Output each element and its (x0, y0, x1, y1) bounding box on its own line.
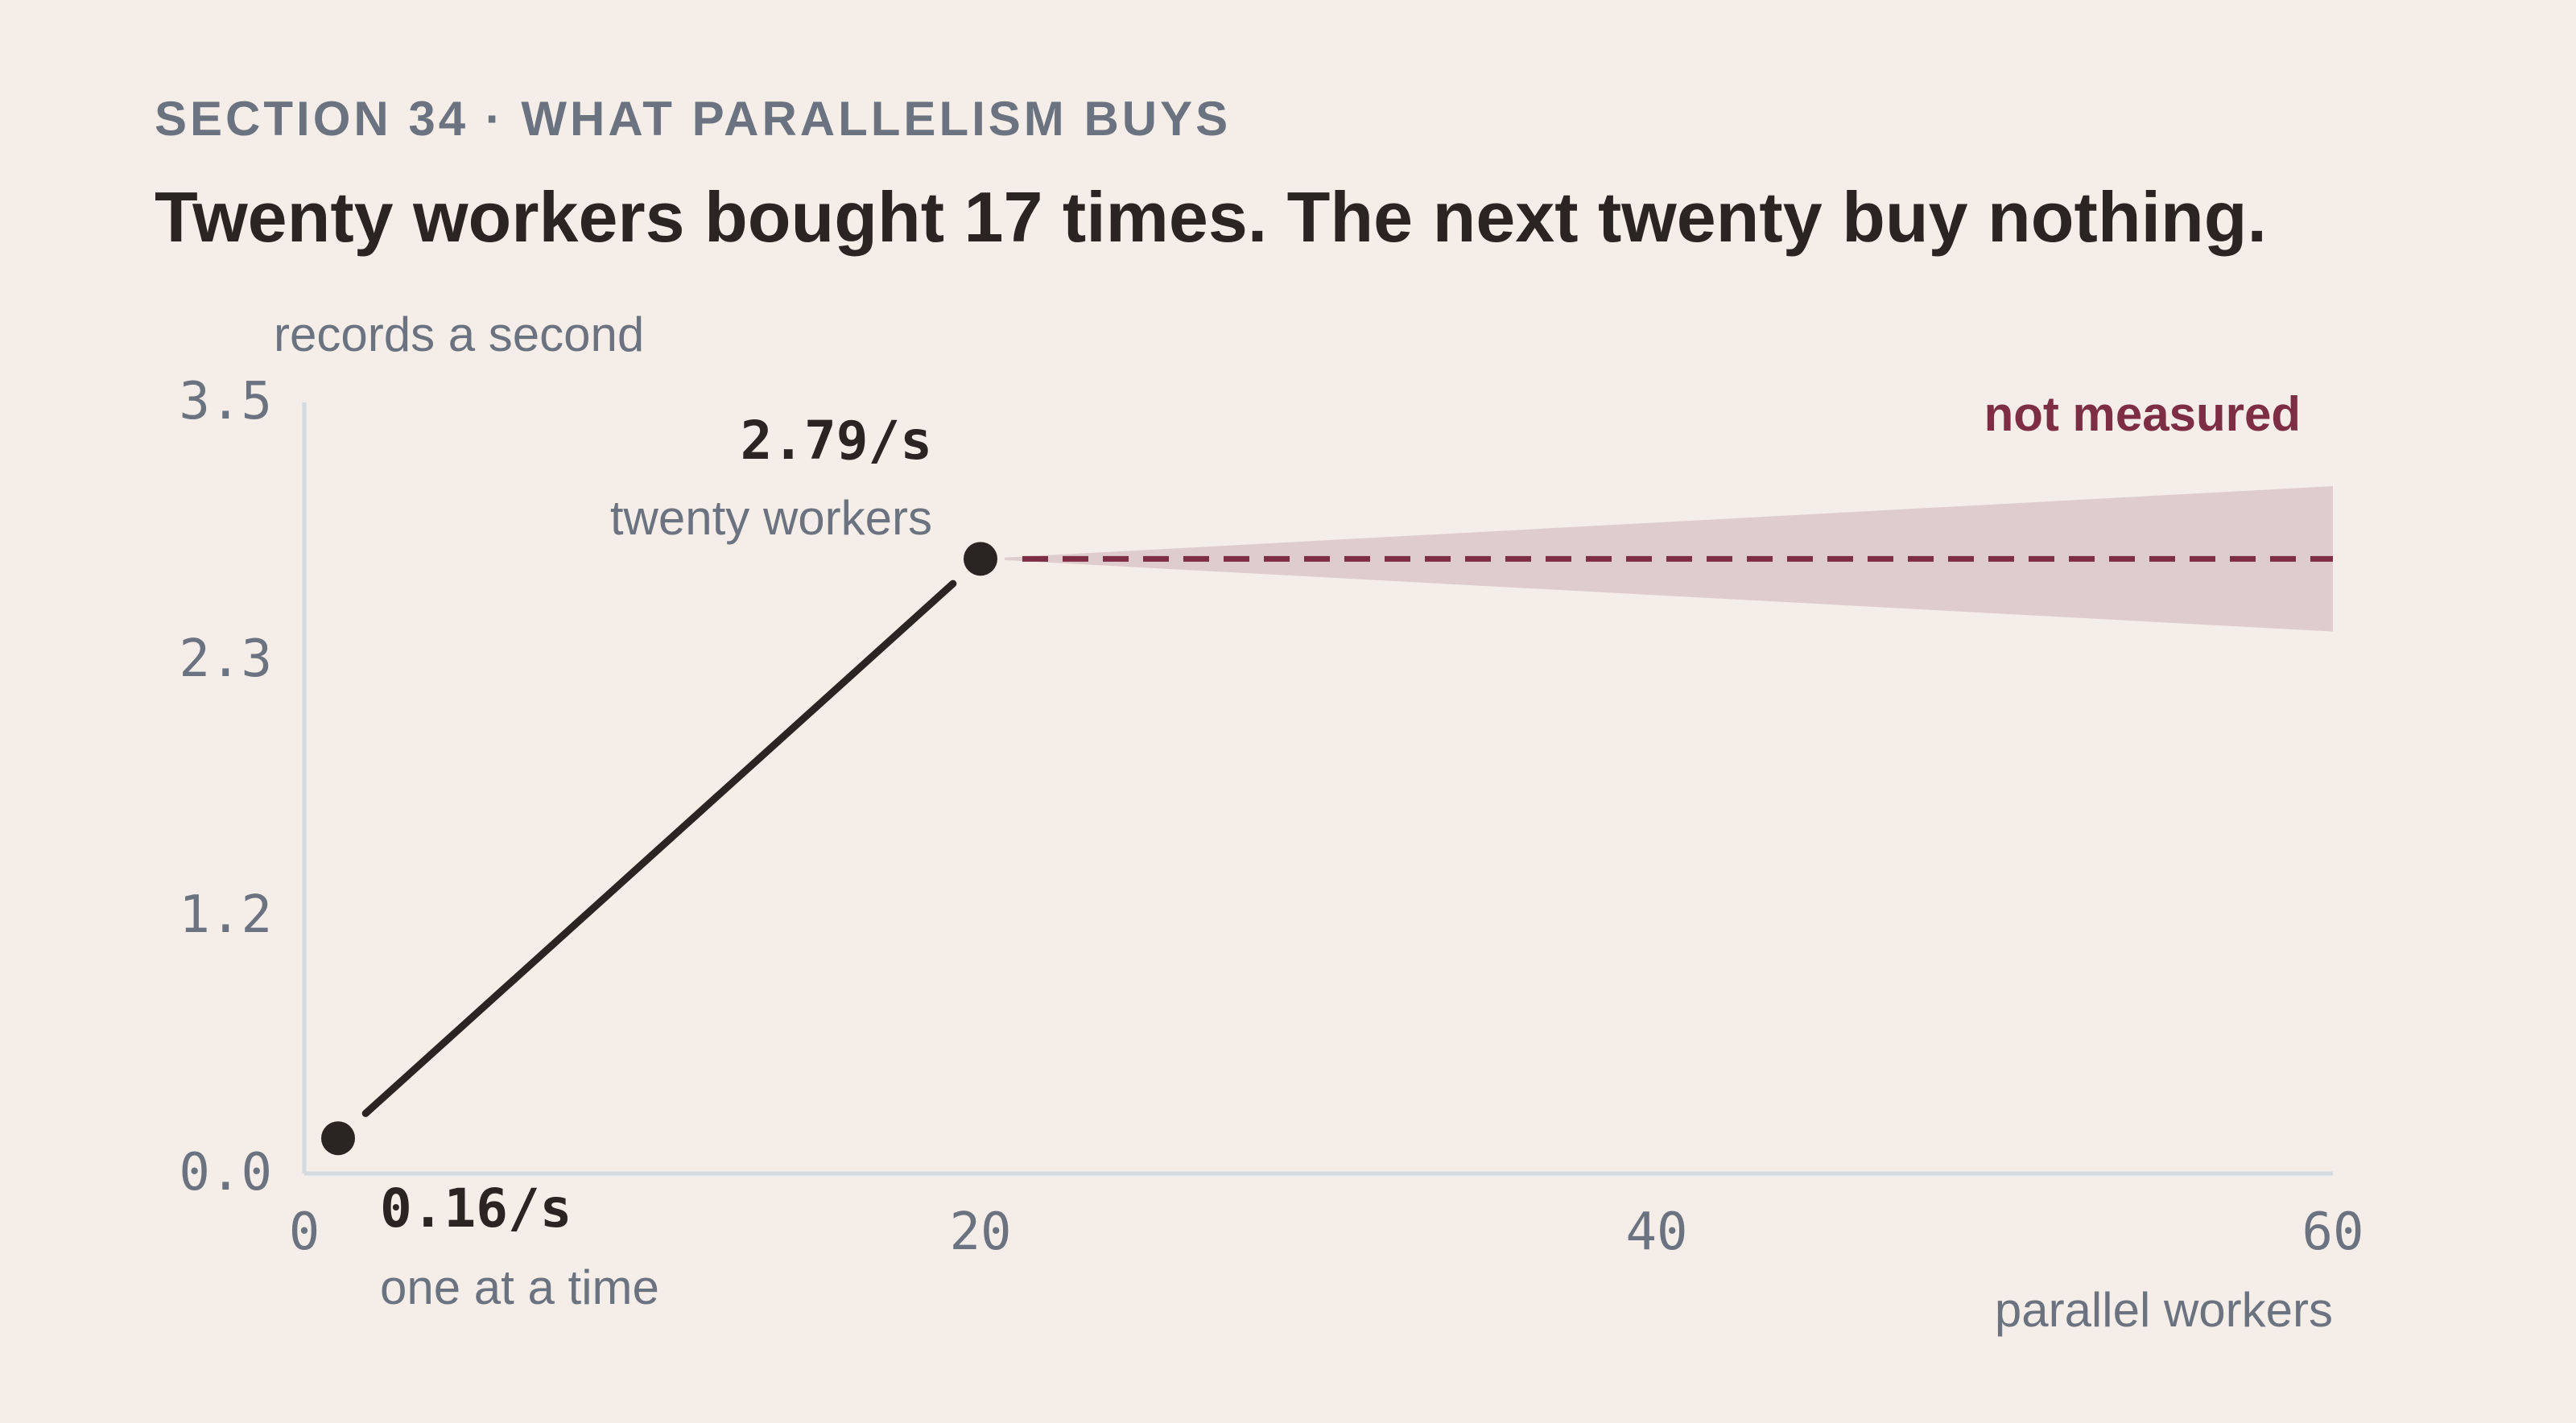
data-point (321, 1121, 355, 1156)
data-value-label: 0.16/s (380, 1178, 572, 1239)
projection-label: not measured (1984, 387, 2301, 441)
x-tick-label: 60 (2301, 1202, 2363, 1262)
projection-band-layer (980, 486, 2333, 632)
data-point-layer (314, 534, 1005, 1163)
y-tick-label: 1.2 (179, 885, 272, 945)
chart-headline: Twenty workers bought 17 times. The next… (155, 177, 2267, 257)
y-tick-label: 0.0 (179, 1143, 272, 1202)
y-tick-label: 3.5 (179, 372, 272, 431)
series-line-layer (361, 555, 2333, 1117)
x-tick-label: 20 (949, 1202, 1011, 1262)
data-point-caption: one at a time (380, 1260, 659, 1314)
data-point-caption: twenty workers (610, 491, 932, 545)
x-axis-title: parallel workers (1995, 1283, 2333, 1337)
x-tick-label: 40 (1625, 1202, 1687, 1262)
chart-label-layer: not measured 0.16/s one at a time 2.79/s twe… (380, 387, 2301, 1314)
x-tick-label: 0 (289, 1202, 320, 1262)
chart-axes: 0.0 1.2 2.3 3.5 0 20 40 60 records a second paral… (179, 307, 2363, 1337)
data-point (964, 542, 997, 576)
measured-line (361, 580, 957, 1117)
data-value-label: 2.79/s (741, 410, 932, 472)
projection-band (980, 486, 2333, 632)
y-axis-title: records a second (274, 307, 644, 361)
y-tick-label: 2.3 (179, 629, 272, 689)
section-eyebrow: SECTION 34 · WHAT PARALLELISM BUYS (155, 92, 1232, 146)
